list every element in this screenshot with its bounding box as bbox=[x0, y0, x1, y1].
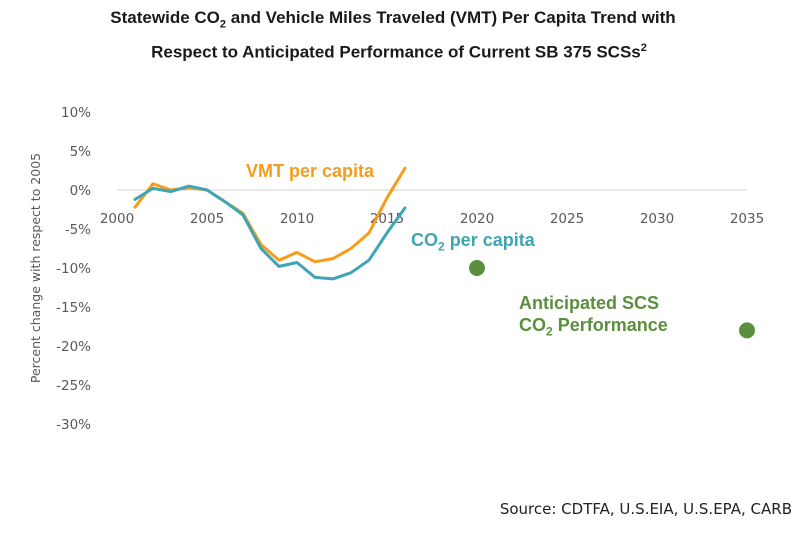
co2-series-label: CO2 per capita bbox=[411, 229, 535, 258]
y-tick-label: -30% bbox=[56, 417, 91, 433]
x-tick-label: 2010 bbox=[280, 211, 314, 227]
y-tick-label: -15% bbox=[56, 300, 91, 316]
x-tick-label: 2020 bbox=[460, 211, 494, 227]
scs-label-text-a: CO bbox=[519, 315, 546, 335]
vmt-series-label: VMT per capita bbox=[246, 160, 374, 182]
title-superscript: 2 bbox=[640, 42, 647, 55]
y-tick-label: 0% bbox=[70, 183, 92, 199]
y-tick-label: -20% bbox=[56, 339, 91, 355]
scs-label-sub: 2 bbox=[546, 324, 553, 339]
scs-data-point bbox=[739, 322, 755, 339]
vmt-series-line bbox=[133, 166, 407, 264]
title-text-2: Respect to Anticipated Performance of Cu… bbox=[151, 43, 641, 63]
x-tick-label: 2035 bbox=[730, 211, 764, 227]
title-line-1: Statewide CO2 and Vehicle Miles Traveled… bbox=[0, 6, 806, 36]
x-tick-label: 2030 bbox=[640, 211, 674, 227]
title-text-1a: Statewide CO bbox=[110, 8, 220, 27]
title-subscript: 2 bbox=[219, 18, 227, 31]
title-text-1b: and Vehicle Miles Traveled (VMT) Per Cap… bbox=[226, 8, 676, 27]
source-note: Source: CDTFA, U.S.EIA, U.S.EPA, CARB bbox=[499, 500, 792, 518]
y-tick-label: -25% bbox=[56, 378, 91, 394]
vmt-label-text: VMT per capita bbox=[246, 161, 375, 181]
scs-series-label: Anticipated SCS CO2 Performance bbox=[519, 292, 668, 343]
co2-label-sub: 2 bbox=[438, 239, 445, 254]
x-tick-label: 2025 bbox=[550, 211, 584, 227]
title-line-2: Respect to Anticipated Performance of Cu… bbox=[0, 36, 806, 65]
y-axis-label: Percent change with respect to 2005 bbox=[28, 153, 43, 383]
y-tick-label: 5% bbox=[70, 144, 92, 160]
chart-title: Statewide CO2 and Vehicle Miles Traveled… bbox=[0, 6, 806, 65]
y-tick-label: -10% bbox=[56, 261, 91, 277]
x-tick-label: 2000 bbox=[100, 211, 134, 227]
scs-label-line-1: Anticipated SCS bbox=[519, 293, 660, 313]
scs-label-line-2: CO2 Performance bbox=[519, 314, 668, 343]
y-tick-label: 10% bbox=[61, 105, 91, 121]
co2-label-text-b: per capita bbox=[444, 230, 535, 250]
scs-label-text-b: Performance bbox=[552, 315, 668, 335]
x-tick-label: 2005 bbox=[190, 211, 224, 227]
y-tick-label: -5% bbox=[65, 222, 91, 238]
scs-data-point bbox=[469, 260, 485, 276]
co2-label-text-a: CO bbox=[411, 230, 438, 250]
co2-series-line bbox=[133, 184, 407, 281]
